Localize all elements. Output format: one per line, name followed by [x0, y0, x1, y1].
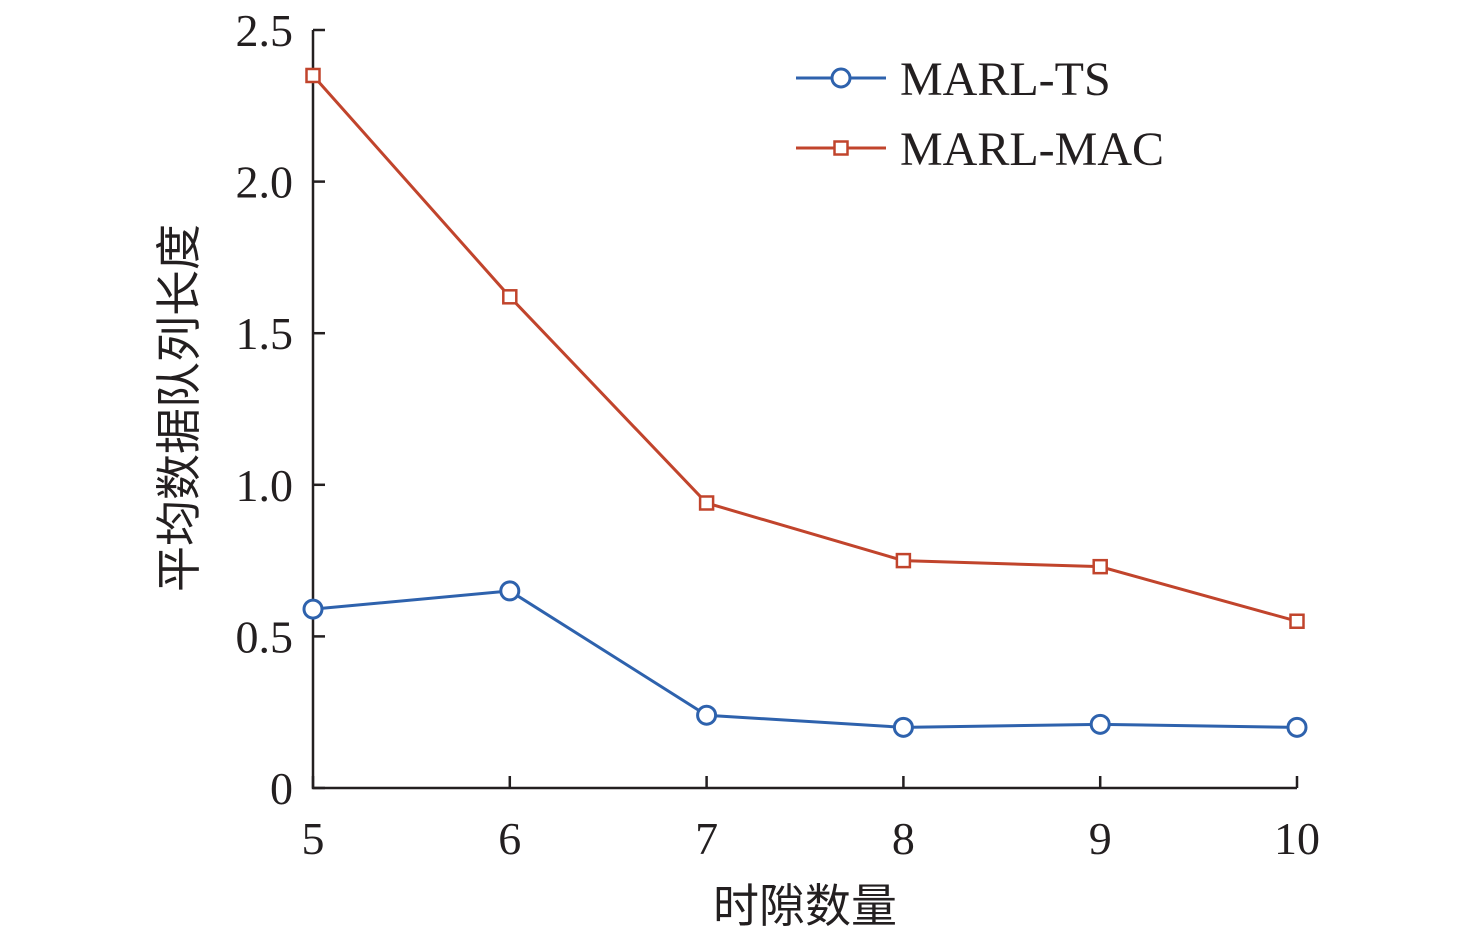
- y-tick-label: 2.5: [236, 5, 294, 56]
- y-tick-label: 0: [270, 763, 293, 814]
- x-tick-label: 6: [498, 813, 521, 864]
- y-axis-ticks: 0 0.5 1.0 1.5 2.0 2.5: [236, 5, 325, 814]
- x-tick-label: 7: [695, 813, 718, 864]
- y-tick-label: 1.5: [236, 308, 294, 359]
- legend-marker: [833, 140, 849, 156]
- y-tick-label: 1.0: [236, 460, 294, 511]
- legend-marker: [830, 67, 852, 89]
- data-point: [895, 552, 912, 569]
- y-tick-label: 0.5: [236, 611, 294, 662]
- x-tick-label: 5: [302, 813, 325, 864]
- data-point: [1092, 558, 1108, 575]
- x-tick-label: 8: [892, 813, 915, 864]
- y-tick-label: 2.0: [236, 157, 294, 208]
- series-marl-mac: [305, 67, 1305, 629]
- data-point: [502, 289, 518, 305]
- series-marl-ts: [302, 580, 1308, 738]
- data-point: [1286, 716, 1308, 738]
- data-point: [499, 580, 521, 602]
- x-axis-label: 时隙数量: [713, 879, 897, 933]
- legend-label: MARL-MAC: [900, 123, 1164, 176]
- series-line: [311, 74, 1298, 623]
- data-point: [1089, 713, 1111, 735]
- data-point: [698, 495, 715, 511]
- x-tick-label: 9: [1089, 813, 1112, 864]
- data-point: [892, 716, 914, 738]
- legend-label: MARL-TS: [900, 53, 1111, 106]
- data-point: [1289, 613, 1305, 629]
- data-point: [305, 67, 321, 84]
- legend: MARL-TS MARL-MAC: [796, 53, 1164, 176]
- series-layer: [302, 67, 1308, 738]
- data-point: [696, 704, 718, 726]
- data-point: [302, 598, 324, 620]
- y-axis-label: 平均数据队列长度: [152, 224, 206, 592]
- legend-item: MARL-MAC: [796, 123, 1164, 176]
- legend-item: MARL-TS: [796, 53, 1111, 106]
- series-line: [312, 589, 1298, 729]
- x-axis-ticks: 5 6 7 8 9 10: [302, 776, 1320, 864]
- x-tick-label: 10: [1274, 813, 1320, 864]
